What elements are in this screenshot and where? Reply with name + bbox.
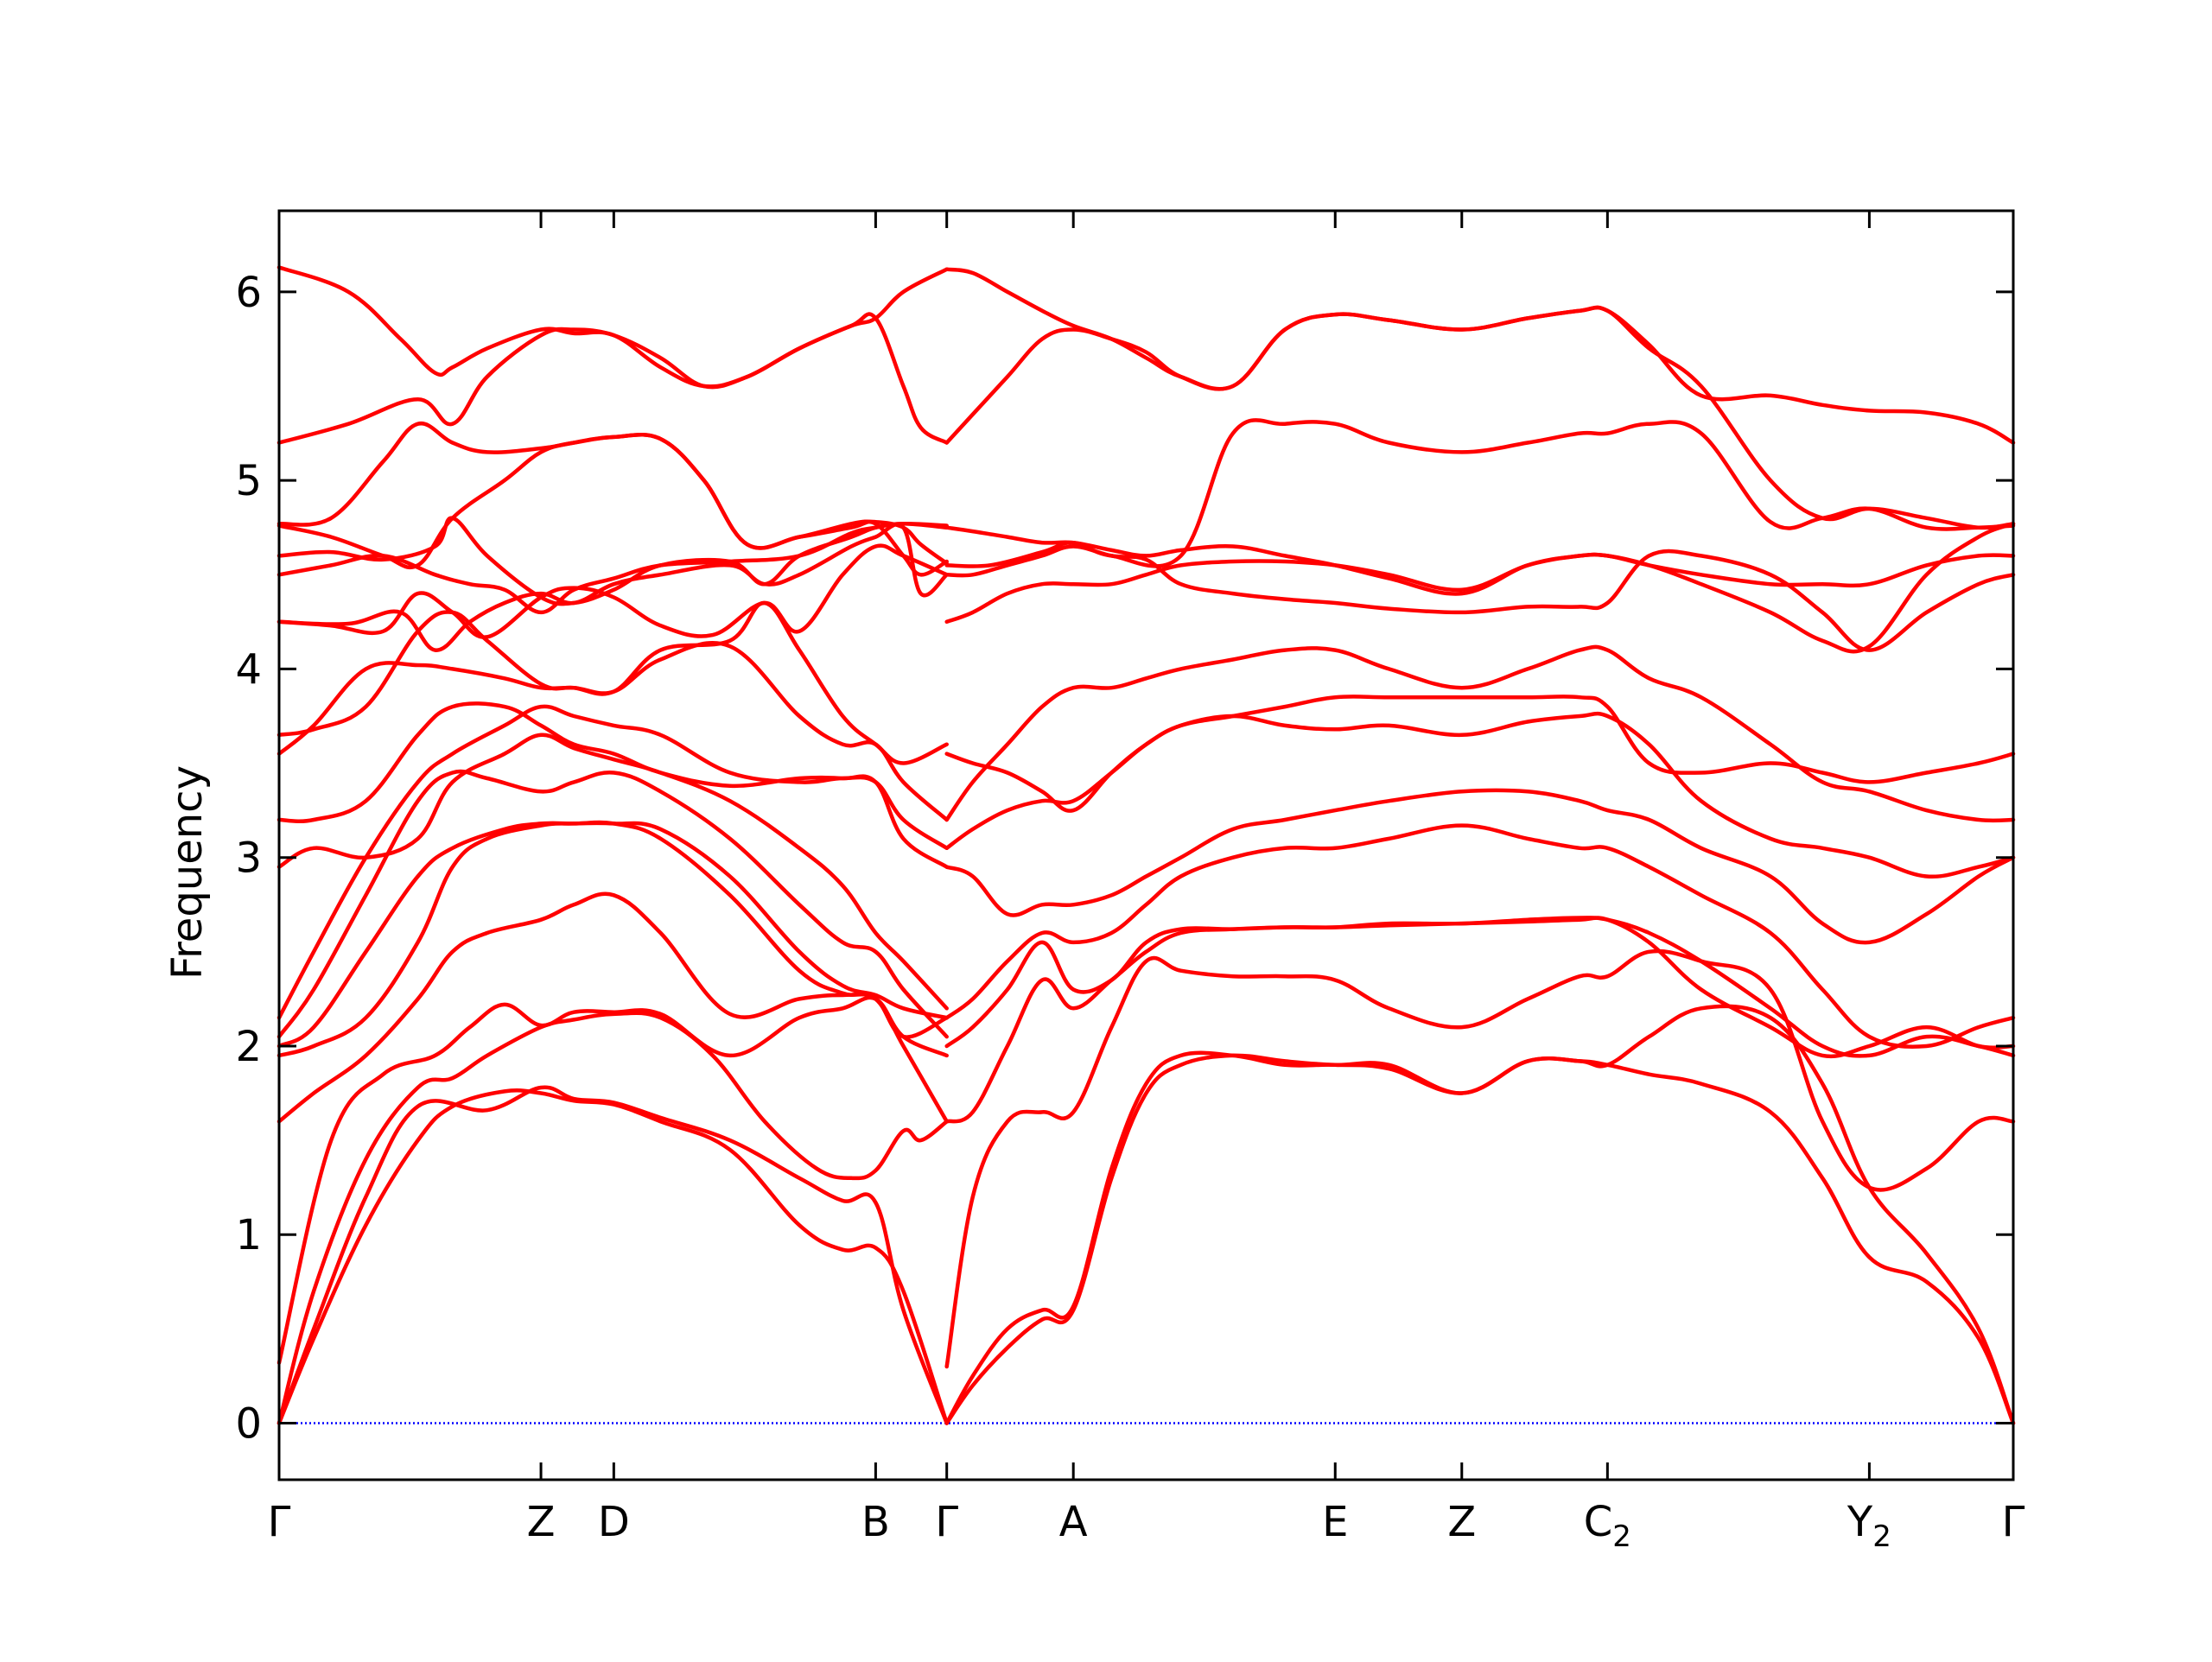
- band-line-26: [944, 916, 2016, 1059]
- band-line-21: [276, 265, 949, 445]
- band-line-24: [944, 948, 2016, 1369]
- x-tick-label: Z: [527, 1498, 556, 1546]
- plot-frame: [277, 209, 2015, 1481]
- y-tick-label: 5: [235, 457, 262, 505]
- y-tick-label: 2: [235, 1023, 262, 1071]
- x-tick-label: E: [1322, 1498, 1348, 1546]
- x-tick-label: B: [861, 1498, 890, 1546]
- band-line-37: [944, 418, 2016, 568]
- band-line-10: [276, 733, 949, 1011]
- band-line-4: [276, 995, 949, 1365]
- y-tick-label: 3: [235, 834, 262, 883]
- band-line-29: [944, 711, 2016, 879]
- series-layer: [276, 265, 2016, 1425]
- y-tick-label: 1: [235, 1211, 262, 1259]
- band-line-23: [944, 1004, 2016, 1425]
- x-tick-label: Γ: [935, 1498, 958, 1546]
- y-tick-label: 4: [235, 645, 262, 694]
- y-tick-label: 0: [235, 1400, 262, 1449]
- band-line-14: [276, 543, 949, 639]
- band-line-19: [276, 422, 949, 566]
- band-line-28: [944, 788, 2016, 945]
- band-line-16: [276, 522, 949, 615]
- band-line-30: [944, 644, 2016, 823]
- x-tick-label: Γ: [2002, 1498, 2025, 1546]
- band-line-13: [276, 600, 949, 765]
- band-line-15: [276, 522, 949, 652]
- y-tick-label: 6: [235, 269, 262, 317]
- x-tick-label: Γ: [268, 1498, 291, 1546]
- band-line-27: [944, 823, 2016, 1049]
- band-line-11: [276, 701, 949, 869]
- band-line-17: [276, 516, 949, 606]
- band-line-31: [944, 695, 2016, 813]
- x-tick-label: Z: [1447, 1498, 1476, 1546]
- x-tick-label: D: [598, 1498, 630, 1546]
- y-axis-label: Frequency: [163, 765, 212, 980]
- band-line-2: [276, 1085, 949, 1425]
- band-line-7: [276, 820, 949, 1124]
- band-line-8: [276, 769, 949, 1039]
- band-line-32: [944, 552, 2016, 625]
- band-line-33: [944, 544, 2016, 652]
- x-tick-label: A: [1059, 1498, 1088, 1546]
